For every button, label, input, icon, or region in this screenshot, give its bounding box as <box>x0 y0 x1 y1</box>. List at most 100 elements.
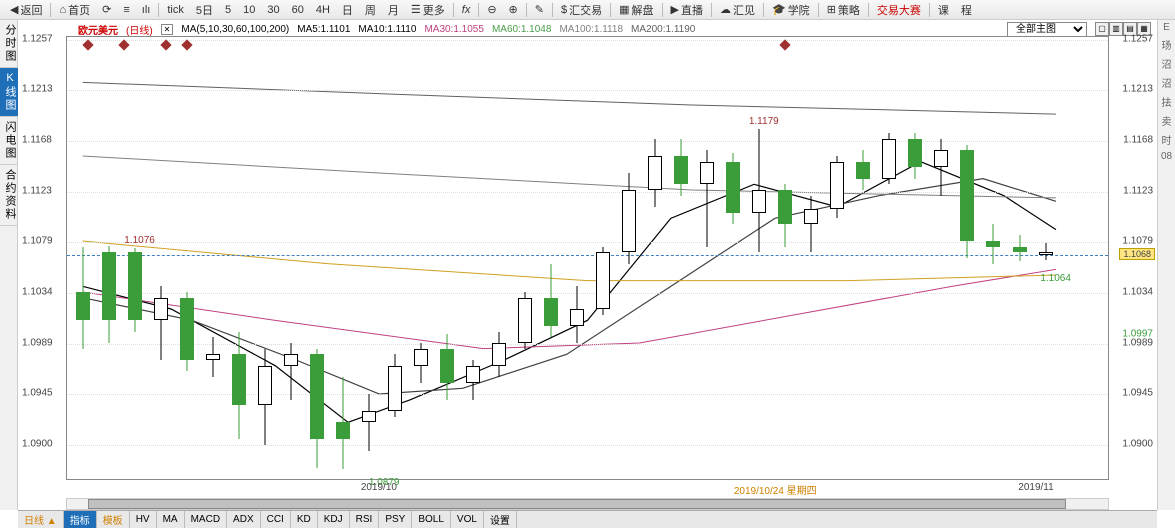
tab-kline[interactable]: K线图 <box>0 68 20 117</box>
close-legend-icon[interactable]: ✕ <box>161 24 174 35</box>
candle[interactable] <box>386 354 404 416</box>
indicator-cci[interactable]: CCI <box>261 511 291 528</box>
candle[interactable] <box>334 377 352 469</box>
indicator-rsi[interactable]: RSI <box>350 511 380 528</box>
period-month[interactable]: 月 <box>382 2 405 18</box>
horizontal-scrollbar[interactable] <box>66 498 1109 510</box>
candle[interactable] <box>360 394 378 451</box>
academy-button[interactable]: 🎓 学院 <box>766 2 816 18</box>
candle[interactable] <box>568 286 586 343</box>
refresh-icon[interactable]: ⟳ <box>96 3 117 16</box>
candle[interactable] <box>906 133 924 178</box>
period-60[interactable]: 60 <box>286 4 310 16</box>
fx-icon[interactable]: fx <box>456 4 477 16</box>
period-5[interactable]: 5 <box>219 4 237 16</box>
tab-timeshare[interactable]: 分时图 <box>0 20 20 68</box>
candle[interactable] <box>308 349 326 468</box>
scroll-thumb[interactable] <box>88 499 1067 509</box>
period-week[interactable]: 周 <box>359 2 382 18</box>
tab-lightning[interactable]: 闪电图 <box>0 117 20 165</box>
candle[interactable] <box>854 150 872 190</box>
candle[interactable] <box>1037 243 1055 260</box>
right-panel-item[interactable]: 抾 <box>1158 92 1175 111</box>
candle[interactable] <box>256 349 274 445</box>
right-panel-item[interactable]: 沼 <box>1158 54 1175 73</box>
candle[interactable] <box>178 292 196 371</box>
candle[interactable] <box>932 139 950 196</box>
indicator-adx[interactable]: ADX <box>227 511 261 528</box>
timeframe-tab[interactable]: 日线 ▲ <box>18 511 64 528</box>
candle[interactable] <box>542 264 560 338</box>
chart-plot[interactable]: 1.10761.08791.11791.1064 <box>66 36 1109 480</box>
right-panel-item[interactable]: 08 <box>1158 149 1175 164</box>
candle[interactable] <box>282 343 300 400</box>
right-panel-item[interactable]: 沼 <box>1158 73 1175 92</box>
right-panel-item[interactable]: E <box>1158 20 1175 35</box>
layout-1-icon[interactable]: ▢ <box>1095 22 1109 36</box>
candle[interactable] <box>958 145 976 258</box>
candle[interactable] <box>152 286 170 360</box>
candle[interactable] <box>646 139 664 207</box>
class-button[interactable]: 程 <box>955 2 978 18</box>
overlay-dropdown[interactable]: 全部主图 <box>1007 22 1087 37</box>
candle[interactable] <box>1011 235 1029 261</box>
candle[interactable] <box>490 332 508 377</box>
indicator-hv[interactable]: HV <box>130 511 157 528</box>
indicator-kdj[interactable]: KDJ <box>318 511 350 528</box>
trade-button[interactable]: $ 汇交易 <box>555 2 608 18</box>
indicator-psy[interactable]: PSY <box>379 511 412 528</box>
period-day[interactable]: 日 <box>336 2 359 18</box>
candle[interactable] <box>204 337 222 377</box>
candle[interactable] <box>802 196 820 253</box>
candle[interactable] <box>516 292 534 349</box>
candle[interactable] <box>620 173 638 264</box>
layout-2-icon[interactable]: ▥ <box>1109 22 1123 36</box>
candle[interactable] <box>412 343 430 383</box>
period-4h[interactable]: 4H <box>310 4 336 16</box>
candle[interactable] <box>230 332 248 440</box>
period-5d[interactable]: 5日 <box>190 2 219 18</box>
indicator-macd[interactable]: MACD <box>185 511 227 528</box>
candle[interactable] <box>724 153 742 224</box>
candle[interactable] <box>464 360 482 400</box>
strategy-button[interactable]: ⊞ 策略 <box>821 2 866 18</box>
candle[interactable] <box>698 150 716 246</box>
course-button[interactable]: 课 <box>932 2 955 18</box>
back-button[interactable]: ◀ 返回 <box>4 2 48 18</box>
right-panel-item[interactable]: 玚 <box>1158 35 1175 54</box>
zoom-out-icon[interactable]: ⊖ <box>481 3 502 16</box>
candle[interactable] <box>438 334 456 400</box>
period-30[interactable]: 30 <box>261 4 285 16</box>
period-tick[interactable]: tick <box>161 4 190 16</box>
right-panel-item[interactable]: 卖 <box>1158 111 1175 130</box>
candle[interactable] <box>74 247 92 349</box>
home-button[interactable]: ⌂ 首页 <box>53 2 96 18</box>
candle[interactable] <box>776 184 794 246</box>
candle[interactable] <box>750 129 768 253</box>
indicator-tab[interactable]: 指标 <box>64 511 97 528</box>
indicator-vol[interactable]: VOL <box>451 511 484 528</box>
indicator-ma[interactable]: MA <box>157 511 185 528</box>
candlestick-icon[interactable]: ılı <box>136 4 157 16</box>
replay-button[interactable]: ▦ 解盘 <box>613 2 659 18</box>
draw-icon[interactable]: ✎ <box>529 3 550 16</box>
live-button[interactable]: ▶ 直播 <box>665 2 709 18</box>
candle[interactable] <box>984 224 1002 264</box>
list-icon[interactable]: ☰ 更多 <box>405 2 451 18</box>
candle[interactable] <box>828 156 846 218</box>
meet-button[interactable]: ☁ 汇见 <box>714 2 761 18</box>
template-tab[interactable]: 模板 <box>97 511 130 528</box>
tab-contract-info[interactable]: 合约资料 <box>0 165 20 226</box>
candle[interactable] <box>672 139 690 196</box>
indicator-kd[interactable]: KD <box>291 511 318 528</box>
contest-button[interactable]: 交易大赛 <box>871 2 927 18</box>
indicator-boll[interactable]: BOLL <box>412 511 451 528</box>
period-10[interactable]: 10 <box>237 4 261 16</box>
candle[interactable] <box>880 133 898 184</box>
right-panel-item[interactable]: 时 <box>1158 130 1175 149</box>
indicator-设置[interactable]: 设置 <box>484 511 517 528</box>
chart-type-icon[interactable]: ≡ <box>117 4 135 16</box>
candle[interactable] <box>100 246 118 343</box>
candle[interactable] <box>594 247 612 315</box>
zoom-in-icon[interactable]: ⊕ <box>503 3 524 16</box>
